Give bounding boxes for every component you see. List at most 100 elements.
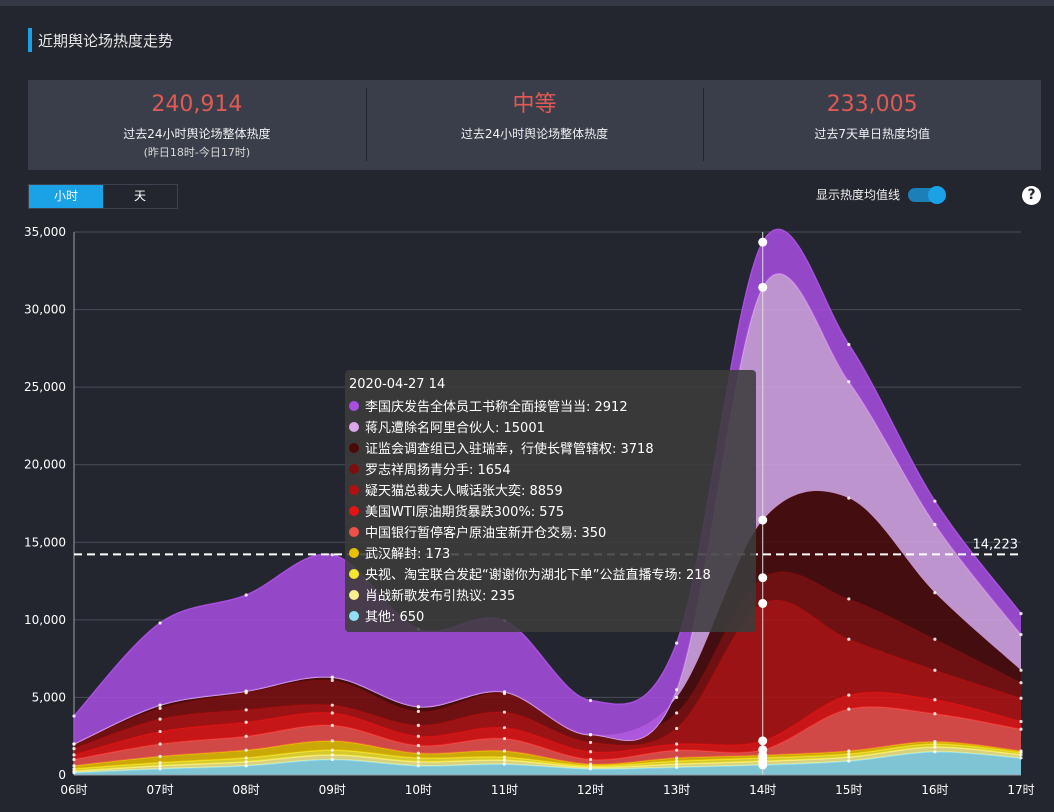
- data-point: [847, 759, 851, 763]
- tooltip-row: 其他: 650: [349, 605, 752, 626]
- data-point: [330, 675, 334, 679]
- data-point: [416, 760, 420, 764]
- data-point: [330, 723, 334, 727]
- data-point: [416, 705, 420, 709]
- series-area: [74, 751, 1021, 775]
- x-tick-label: 15时: [835, 783, 862, 797]
- data-point: [158, 729, 162, 734]
- data-point: [847, 380, 851, 384]
- data-point: [72, 764, 76, 768]
- highlight-point: [758, 515, 768, 525]
- data-point: [1019, 668, 1023, 672]
- data-point: [244, 748, 248, 752]
- highlight-point: [758, 237, 768, 247]
- data-point: [933, 698, 937, 702]
- data-point: [1019, 749, 1023, 753]
- data-point: [502, 710, 507, 714]
- stat-7d-average: 233,005 过去7天单日热度均值: [703, 80, 1041, 170]
- data-point: [1019, 753, 1023, 757]
- data-point: [847, 496, 851, 500]
- stat-value: 240,914: [151, 92, 243, 117]
- data-point: [588, 740, 593, 745]
- help-icon[interactable]: ?: [1022, 186, 1041, 205]
- data-point: [675, 688, 679, 692]
- data-point: [330, 739, 334, 743]
- data-point: [933, 745, 937, 749]
- x-tick-label: 13时: [663, 783, 690, 797]
- data-point: [847, 342, 851, 347]
- data-point: [675, 756, 679, 760]
- data-point: [847, 755, 851, 759]
- data-point: [847, 749, 851, 753]
- series-area: [74, 229, 1021, 744]
- data-point: [502, 758, 507, 762]
- series-area: [74, 571, 1021, 749]
- data-point: [933, 522, 937, 527]
- data-point: [244, 756, 248, 760]
- data-point: [675, 765, 679, 769]
- data-point: [72, 742, 76, 746]
- data-point: [416, 723, 420, 727]
- legend-dot-icon: [349, 589, 359, 600]
- data-point: [244, 734, 248, 738]
- legend-dot-icon: [349, 610, 359, 621]
- data-point: [72, 769, 76, 773]
- data-point: [158, 717, 162, 721]
- data-point: [588, 698, 593, 703]
- data-point: [675, 762, 679, 766]
- data-point: [847, 637, 851, 641]
- data-point: [1019, 612, 1023, 616]
- data-point: [158, 703, 162, 707]
- tooltip-row: 肖战新歌发布引热议: 235: [349, 584, 752, 605]
- series-area: [74, 743, 1021, 772]
- data-point: [158, 764, 162, 768]
- average-line-label: 14,223: [973, 537, 1019, 552]
- data-point: [502, 749, 507, 753]
- y-tick-label: 20,000: [24, 458, 66, 472]
- tab-hour[interactable]: 小时: [29, 185, 103, 208]
- tooltip-row-label: 武汉解封: 173: [365, 547, 451, 562]
- data-point: [675, 695, 679, 700]
- data-point: [72, 753, 76, 757]
- tooltip-row-label: 疑天猫总裁夫人喊话张大奕: 8859: [365, 484, 563, 499]
- tab-day[interactable]: 天: [133, 189, 146, 203]
- tooltip-row: 疑天猫总裁夫人喊话张大奕: 8859: [349, 479, 752, 500]
- legend-dot-icon: [349, 442, 359, 453]
- data-point: [588, 733, 593, 737]
- highlight-point: [758, 573, 768, 583]
- tooltip-row: 蒋凡遭除名阿里合伙人: 15001: [349, 416, 752, 437]
- data-point: [933, 712, 937, 716]
- series-line: [73, 228, 1022, 717]
- data-point: [416, 756, 420, 760]
- stat-value: 中等: [512, 92, 557, 117]
- data-point: [1019, 696, 1023, 700]
- data-point: [72, 747, 76, 751]
- x-tick-label: 07时: [146, 783, 173, 797]
- series-area: [74, 747, 1021, 773]
- tooltip-row-label: 李国庆发告全体员工书称全面接管当当: 2912: [365, 400, 628, 415]
- data-point: [847, 693, 851, 697]
- series-area: [74, 600, 1021, 755]
- data-point: [1019, 727, 1023, 731]
- data-point: [158, 760, 162, 765]
- data-point: [847, 597, 851, 601]
- data-point: [330, 757, 334, 762]
- data-point: [72, 714, 76, 718]
- highlight-point: [758, 598, 768, 608]
- average-line-toggle[interactable]: [908, 185, 947, 204]
- highlight-point: [758, 282, 768, 292]
- data-point: [675, 742, 679, 746]
- stat-label: 过去24小时舆论场整体热度: [460, 127, 609, 141]
- data-point: [847, 752, 851, 756]
- x-tick-label: 08时: [233, 783, 260, 797]
- data-point: [330, 711, 334, 715]
- tooltip-rows: 李国庆发告全体员工书称全面接管当当: 2912 蒋凡遭除名阿里合伙人: 15001…: [349, 395, 752, 626]
- legend-dot-icon: [349, 463, 359, 474]
- average-line-toggle-group: 显示热度均值线: [816, 185, 947, 204]
- data-point: [502, 762, 507, 766]
- y-tick-label: 35,000: [24, 225, 66, 239]
- data-point: [502, 726, 507, 730]
- tooltip-row-label: 中国银行暂停客户原油宝新开仓交易: 350: [365, 526, 607, 541]
- stacked-area-chart[interactable]: 0 5,000 10,000 15,000 20,000 25,000 30,000 35,0…: [0, 216, 1054, 812]
